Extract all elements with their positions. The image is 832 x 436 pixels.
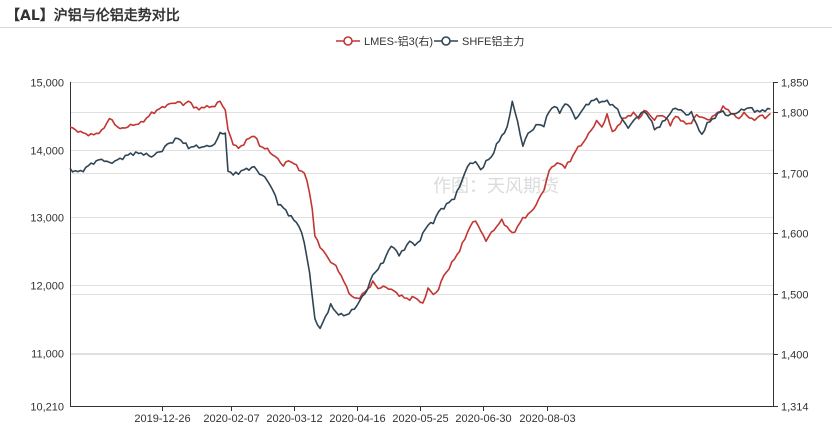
page-title: 【AL】沪铝与伦铝走势对比 bbox=[6, 8, 180, 24]
right-axis-tick-label: 1,314 bbox=[781, 402, 809, 414]
series-line bbox=[69, 97, 771, 330]
x-axis-tick-label: 2020-02-07 bbox=[203, 413, 259, 425]
legend-swatch-marker bbox=[441, 36, 451, 46]
x-axis-tick-label: 2020-05-25 bbox=[392, 413, 448, 425]
right-axis-tick-label: 1,600 bbox=[781, 229, 809, 241]
grid-lines bbox=[70, 82, 773, 407]
legend-label: SHFE铝主力 bbox=[462, 34, 524, 48]
legend-item[interactable]: SHFE铝主力 bbox=[434, 34, 524, 48]
right-axis-tick-label: 1,400 bbox=[781, 350, 809, 362]
watermark: 作图：天风期货 bbox=[433, 176, 559, 197]
x-axis-tick-label: 2020-06-30 bbox=[455, 413, 511, 425]
left-axis-tick-label: 11,000 bbox=[31, 349, 64, 361]
legend[interactable]: LMES-铝3(右) SHFE铝主力 bbox=[336, 34, 524, 48]
x-axis-tick-label: 2019-12-26 bbox=[134, 413, 190, 425]
left-axis-tick-label: 13,000 bbox=[30, 213, 64, 225]
right-axis-tick-label: 1,850 bbox=[781, 78, 809, 90]
right-axis-tick-label: 1,500 bbox=[781, 290, 809, 302]
x-axis-tick-label: 2020-04-16 bbox=[329, 413, 385, 425]
legend-label: LMES-铝3(右) bbox=[364, 34, 433, 48]
legend-swatch-marker bbox=[343, 36, 353, 46]
axes: 10,210 11,000 12,000 13,000 14,000 15,000 1,31… bbox=[30, 78, 808, 426]
right-axis-tick-label: 1,800 bbox=[781, 108, 809, 120]
left-axis-tick-label: 12,000 bbox=[30, 281, 64, 293]
x-axis-tick-label: 2020-03-12 bbox=[266, 413, 322, 425]
series-lines bbox=[69, 97, 771, 330]
legend-item[interactable]: LMES-铝3(右) bbox=[336, 34, 433, 48]
title-divider bbox=[0, 27, 832, 28]
left-axis-tick-label: 15,000 bbox=[30, 78, 64, 90]
right-axis-tick-label: 1,700 bbox=[781, 169, 809, 181]
series-line bbox=[69, 100, 771, 304]
x-axis-tick-label: 2020-08-03 bbox=[519, 413, 575, 425]
left-axis-tick-label: 10,210 bbox=[30, 402, 64, 414]
left-axis-tick-label: 14,000 bbox=[30, 146, 64, 158]
